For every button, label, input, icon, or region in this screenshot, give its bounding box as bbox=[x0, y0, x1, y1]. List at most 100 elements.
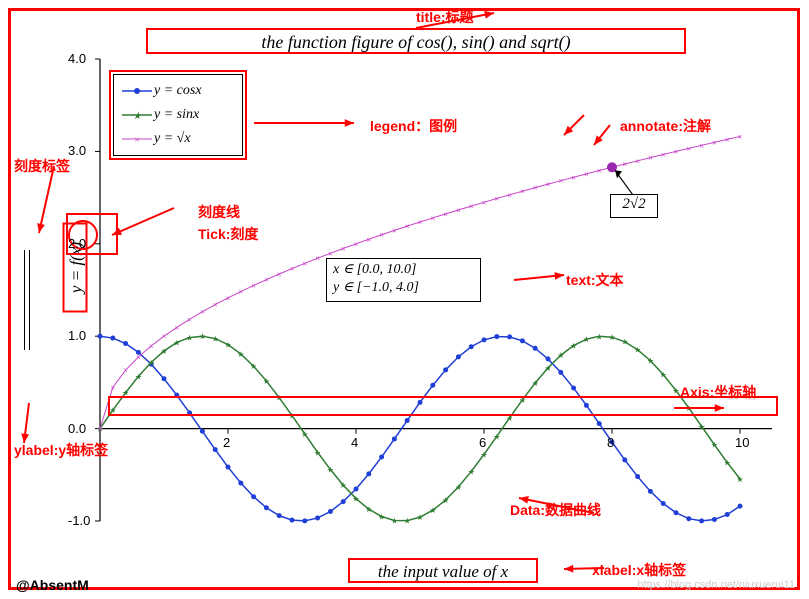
svg-text:★: ★ bbox=[634, 346, 641, 355]
svg-text:★: ★ bbox=[301, 430, 308, 439]
svg-text:×: × bbox=[571, 173, 576, 182]
svg-text:×: × bbox=[456, 206, 461, 215]
svg-text:×: × bbox=[674, 147, 679, 156]
callout-text: text:文本 bbox=[566, 270, 624, 290]
ytick-label: 1.0 bbox=[68, 328, 86, 343]
legend-item: y = cosx bbox=[120, 79, 236, 103]
svg-text:×: × bbox=[110, 383, 115, 392]
svg-text:×: × bbox=[520, 187, 525, 196]
svg-text:★: ★ bbox=[583, 335, 590, 344]
legend-label: y = cosx bbox=[154, 83, 202, 99]
svg-text:×: × bbox=[251, 281, 256, 290]
annotate-label: 2√2 bbox=[610, 194, 658, 218]
svg-text:★: ★ bbox=[133, 111, 143, 121]
svg-text:×: × bbox=[264, 276, 269, 285]
callout-tick: Tick:刻度 bbox=[198, 224, 258, 244]
svg-text:★: ★ bbox=[672, 387, 679, 396]
svg-text:×: × bbox=[149, 342, 154, 351]
svg-text:×: × bbox=[597, 167, 602, 176]
svg-text:★: ★ bbox=[532, 379, 539, 388]
svg-text:×: × bbox=[699, 141, 704, 150]
chart-title: the function figure of cos(), sin() and … bbox=[146, 28, 686, 54]
svg-text:×: × bbox=[226, 294, 231, 303]
svg-text:★: ★ bbox=[429, 506, 436, 515]
ytick-label: 3.0 bbox=[68, 143, 86, 158]
svg-text:×: × bbox=[622, 160, 627, 169]
svg-text:★: ★ bbox=[173, 338, 180, 347]
svg-text:×: × bbox=[187, 315, 192, 324]
xtick-label: 6 bbox=[479, 435, 486, 450]
textbox-line: y ∈ [−1.0, 4.0] bbox=[333, 279, 474, 297]
svg-text:★: ★ bbox=[711, 441, 718, 450]
svg-text:×: × bbox=[379, 231, 384, 240]
svg-text:★: ★ bbox=[148, 358, 155, 367]
svg-text:×: × bbox=[354, 240, 359, 249]
svg-text:★: ★ bbox=[199, 332, 206, 341]
svg-text:×: × bbox=[134, 135, 141, 145]
axis-highlight bbox=[108, 396, 778, 416]
svg-text:×: × bbox=[725, 135, 730, 144]
svg-text:×: × bbox=[712, 138, 717, 147]
svg-text:×: × bbox=[200, 308, 205, 317]
svg-text:★: ★ bbox=[314, 448, 321, 457]
ytick-label: 0.0 bbox=[68, 421, 86, 436]
chart-xlabel: the input value of x bbox=[348, 558, 538, 583]
svg-text:×: × bbox=[648, 154, 653, 163]
svg-text:★: ★ bbox=[224, 341, 231, 350]
svg-text:★: ★ bbox=[365, 505, 372, 514]
svg-text:★: ★ bbox=[186, 334, 193, 343]
svg-text:×: × bbox=[392, 226, 397, 235]
svg-text:×: × bbox=[584, 170, 589, 179]
svg-text:×: × bbox=[341, 245, 346, 254]
svg-text:×: × bbox=[315, 254, 320, 263]
svg-text:★: ★ bbox=[736, 475, 743, 484]
svg-text:★: ★ bbox=[263, 377, 270, 386]
svg-text:×: × bbox=[482, 198, 487, 207]
svg-text:×: × bbox=[136, 353, 141, 362]
callout-data: Data:数据曲线 bbox=[510, 500, 601, 520]
svg-text:×: × bbox=[418, 218, 423, 227]
svg-text:★: ★ bbox=[493, 432, 500, 441]
svg-text:×: × bbox=[290, 265, 295, 274]
svg-text:×: × bbox=[277, 270, 282, 279]
svg-text:★: ★ bbox=[698, 422, 705, 431]
ylabel-decor bbox=[24, 250, 26, 350]
svg-text:★: ★ bbox=[212, 335, 219, 344]
xtick-label: 10 bbox=[735, 435, 749, 450]
svg-text:×: × bbox=[738, 132, 743, 141]
legend-item: ★ y = sinx bbox=[120, 103, 236, 127]
svg-text:×: × bbox=[443, 210, 448, 219]
legend: y = cosx ★ y = sinx × y = √x bbox=[113, 74, 243, 156]
svg-text:★: ★ bbox=[442, 496, 449, 505]
svg-text:★: ★ bbox=[352, 495, 359, 504]
callout-tickline: 刻度线 bbox=[198, 202, 240, 222]
svg-text:×: × bbox=[366, 235, 371, 244]
svg-text:★: ★ bbox=[724, 459, 731, 468]
svg-text:★: ★ bbox=[596, 332, 603, 341]
svg-text:★: ★ bbox=[135, 372, 142, 381]
svg-text:★: ★ bbox=[544, 364, 551, 373]
callout-title: title:标题 bbox=[416, 7, 474, 27]
callout-legend: legend：图例 bbox=[370, 116, 457, 136]
svg-text:×: × bbox=[507, 191, 512, 200]
svg-text:×: × bbox=[162, 332, 167, 341]
legend-item: × y = √x bbox=[120, 127, 236, 151]
svg-text:×: × bbox=[533, 184, 538, 193]
svg-text:×: × bbox=[213, 301, 218, 310]
svg-text:×: × bbox=[174, 323, 179, 332]
svg-text:★: ★ bbox=[608, 333, 615, 342]
svg-text:★: ★ bbox=[570, 342, 577, 351]
xtick-label: 2 bbox=[223, 435, 230, 450]
svg-text:★: ★ bbox=[480, 450, 487, 459]
xtick-label: 8 bbox=[607, 435, 614, 450]
svg-text:×: × bbox=[546, 180, 551, 189]
svg-text:×: × bbox=[686, 144, 691, 153]
svg-text:★: ★ bbox=[468, 468, 475, 477]
svg-text:★: ★ bbox=[416, 513, 423, 522]
svg-text:★: ★ bbox=[557, 351, 564, 360]
svg-text:×: × bbox=[405, 222, 410, 231]
svg-text:★: ★ bbox=[647, 357, 654, 366]
callout-xlabel: xlabel:x轴标签 bbox=[592, 560, 686, 580]
svg-text:×: × bbox=[302, 259, 307, 268]
svg-text:★: ★ bbox=[378, 513, 385, 522]
